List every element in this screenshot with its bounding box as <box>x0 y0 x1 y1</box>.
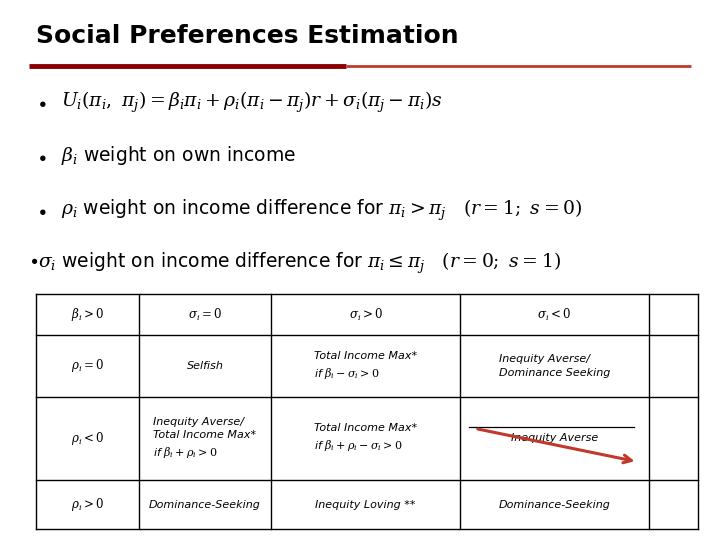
Text: $\sigma_i < 0$: $\sigma_i < 0$ <box>537 307 572 322</box>
Text: $\rho_i = 0$: $\rho_i = 0$ <box>71 357 104 374</box>
Text: Selfish: Selfish <box>186 361 223 371</box>
Text: $\bullet$: $\bullet$ <box>36 201 47 220</box>
Text: $U_i(\pi_i,\ \pi_j) = \beta_i\pi_i + \rho_i(\pi_i - \pi_j)r + \sigma_i(\pi_j - \: $U_i(\pi_i,\ \pi_j) = \beta_i\pi_i + \rh… <box>61 90 443 116</box>
Text: $\bullet\sigma_i$ weight on income difference for $\pi_i \leq \pi_j$   $(r = 0;\: $\bullet\sigma_i$ weight on income diffe… <box>29 251 561 276</box>
Text: Dominance-Seeking: Dominance-Seeking <box>498 500 611 510</box>
Text: $\beta_i$ weight on own income: $\beta_i$ weight on own income <box>61 144 296 167</box>
Text: Inequity Averse: Inequity Averse <box>510 434 598 443</box>
Text: $\bullet$: $\bullet$ <box>36 147 47 166</box>
Text: Social Preferences Estimation: Social Preferences Estimation <box>36 24 459 48</box>
Text: $\rho_i < 0$: $\rho_i < 0$ <box>71 430 104 447</box>
Text: Total Income Max*
if $\beta_i - \sigma_i > 0$: Total Income Max* if $\beta_i - \sigma_i… <box>314 351 417 381</box>
Text: $\rho_i$ weight on income difference for $\pi_i > \pi_j$   $(r = 1;\ s = 0)$: $\rho_i$ weight on income difference for… <box>61 198 582 224</box>
Text: Inequity Averse/
Total Income Max*
if $\beta_i + \rho_i > 0$: Inequity Averse/ Total Income Max* if $\… <box>153 417 256 460</box>
Text: $\bullet$: $\bullet$ <box>36 93 47 112</box>
Text: Inequity Loving **: Inequity Loving ** <box>315 500 415 510</box>
Text: Total Income Max*
if $\beta_i + \rho_i - \sigma_i > 0$: Total Income Max* if $\beta_i + \rho_i -… <box>314 423 417 454</box>
Text: $\beta_i > 0$: $\beta_i > 0$ <box>71 306 104 323</box>
Text: Dominance-Seeking: Dominance-Seeking <box>149 500 261 510</box>
Text: $\sigma_i = 0$: $\sigma_i = 0$ <box>188 307 222 322</box>
Text: $\sigma_i > 0$: $\sigma_i > 0$ <box>348 307 382 322</box>
Text: $\rho_i > 0$: $\rho_i > 0$ <box>71 496 104 513</box>
Text: Inequity Averse/
Dominance Seeking: Inequity Averse/ Dominance Seeking <box>499 354 610 377</box>
